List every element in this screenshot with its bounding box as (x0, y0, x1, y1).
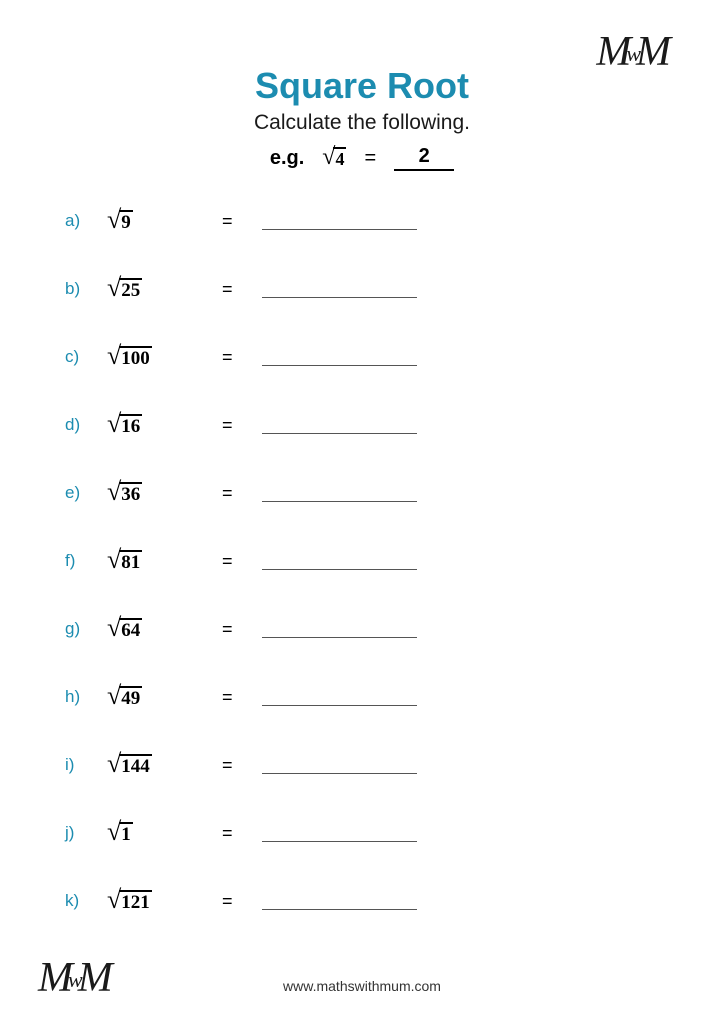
example-answer: 2 (394, 145, 454, 171)
problem-radicand: 64 (119, 618, 142, 643)
problem-sqrt: √121 (107, 887, 222, 915)
problem-row: j)√1= (65, 818, 669, 848)
problem-label: a) (65, 211, 107, 231)
problem-radicand: 81 (119, 550, 142, 575)
answer-blank[interactable] (262, 212, 417, 230)
problem-label: f) (65, 551, 107, 571)
equals-sign: = (222, 755, 262, 776)
worksheet-header: Square Root Calculate the following. e.g… (55, 65, 669, 171)
problem-label: g) (65, 619, 107, 639)
equals-sign: = (222, 823, 262, 844)
equals-sign: = (222, 619, 262, 640)
page-subtitle: Calculate the following. (55, 111, 669, 135)
equals-sign: = (222, 687, 262, 708)
footer-url: www.mathswithmum.com (0, 978, 724, 994)
equals-sign: = (222, 551, 262, 572)
problem-row: d)√16= (65, 410, 669, 440)
answer-blank[interactable] (262, 620, 417, 638)
problem-radicand: 144 (119, 754, 152, 779)
problem-row: g)√64= (65, 614, 669, 644)
problem-radicand: 49 (119, 686, 142, 711)
equals-sign: = (364, 147, 376, 170)
problem-sqrt: √100 (107, 343, 222, 371)
answer-blank[interactable] (262, 416, 417, 434)
problem-row: f)√81= (65, 546, 669, 576)
problem-radicand: 100 (119, 346, 152, 371)
problem-label: b) (65, 279, 107, 299)
example-label: e.g. (270, 147, 304, 170)
problem-row: c)√100= (65, 342, 669, 372)
problem-row: i)√144= (65, 750, 669, 780)
problem-label: d) (65, 415, 107, 435)
answer-blank[interactable] (262, 756, 417, 774)
problem-sqrt: √1 (107, 819, 222, 847)
problem-label: j) (65, 823, 107, 843)
problems-list: a)√9=b)√25=c)√100=d)√16=e)√36=f)√81=g)√6… (55, 206, 669, 916)
answer-blank[interactable] (262, 280, 417, 298)
problem-label: k) (65, 891, 107, 911)
logo-letter: M (596, 29, 629, 75)
problem-label: e) (65, 483, 107, 503)
example-sqrt: √ 4 (322, 145, 346, 171)
problem-row: e)√36= (65, 478, 669, 508)
problem-radicand: 9 (119, 210, 133, 235)
logo-letter: M (636, 29, 669, 75)
problem-sqrt: √25 (107, 275, 222, 303)
answer-blank[interactable] (262, 484, 417, 502)
problem-sqrt: √81 (107, 547, 222, 575)
equals-sign: = (222, 279, 262, 300)
problem-row: k)√121= (65, 886, 669, 916)
equals-sign: = (222, 483, 262, 504)
answer-blank[interactable] (262, 892, 417, 910)
problem-sqrt: √9 (107, 207, 222, 235)
equals-sign: = (222, 347, 262, 368)
problem-sqrt: √64 (107, 615, 222, 643)
example-radicand: 4 (333, 147, 346, 171)
equals-sign: = (222, 415, 262, 436)
problem-radicand: 121 (119, 890, 152, 915)
problem-row: h)√49= (65, 682, 669, 712)
problem-radicand: 36 (119, 482, 142, 507)
equals-sign: = (222, 891, 262, 912)
answer-blank[interactable] (262, 688, 417, 706)
answer-blank[interactable] (262, 824, 417, 842)
problem-label: h) (65, 687, 107, 707)
problem-sqrt: √144 (107, 751, 222, 779)
problem-radicand: 16 (119, 414, 142, 439)
problem-radicand: 1 (119, 822, 133, 847)
example-row: e.g. √ 4 = 2 (55, 145, 669, 171)
answer-blank[interactable] (262, 552, 417, 570)
problem-sqrt: √49 (107, 683, 222, 711)
problem-sqrt: √36 (107, 479, 222, 507)
problem-label: c) (65, 347, 107, 367)
logo-top: MwM (596, 28, 669, 76)
equals-sign: = (222, 211, 262, 232)
page-title: Square Root (55, 65, 669, 107)
problem-label: i) (65, 755, 107, 775)
problem-radicand: 25 (119, 278, 142, 303)
problem-row: b)√25= (65, 274, 669, 304)
problem-row: a)√9= (65, 206, 669, 236)
problem-sqrt: √16 (107, 411, 222, 439)
answer-blank[interactable] (262, 348, 417, 366)
